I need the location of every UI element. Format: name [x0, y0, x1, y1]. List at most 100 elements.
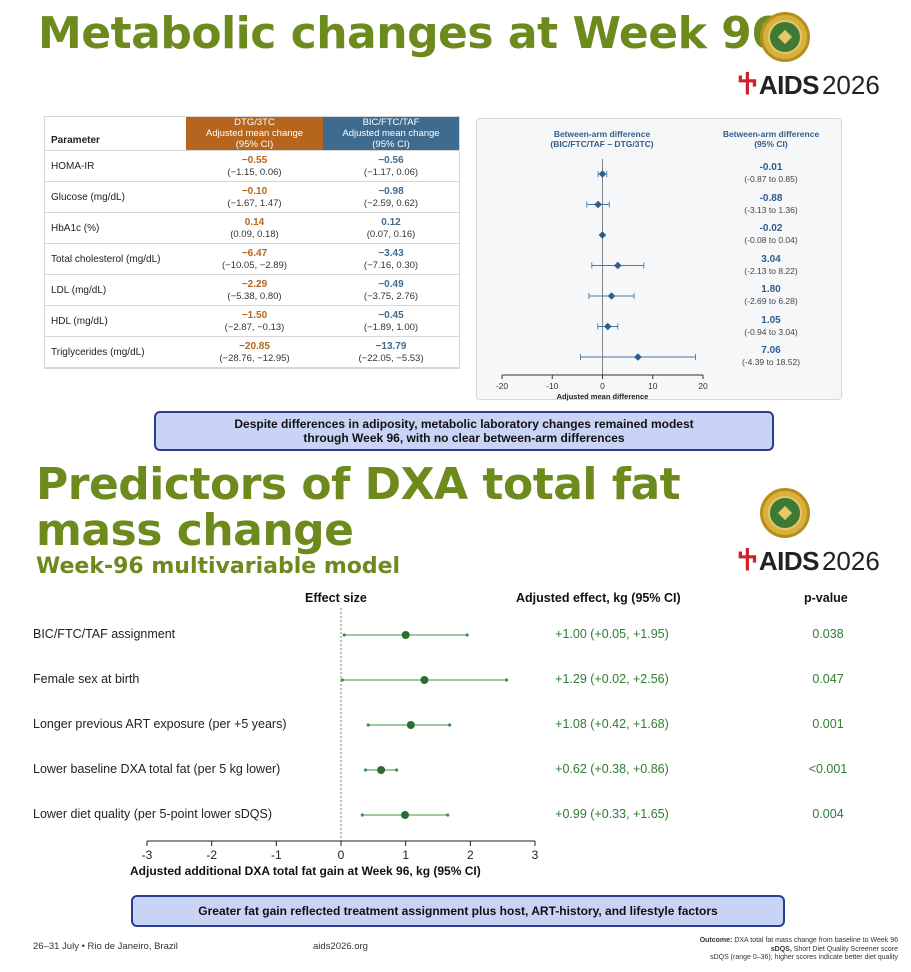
footer-site[interactable]: aids2026.org — [313, 941, 368, 952]
head-effect-size: Effect size — [305, 591, 367, 605]
predictor-p-value: <0.001 — [808, 762, 848, 776]
forest2-ci-end — [340, 678, 344, 682]
row-dtg: −0.55 (−1.15, 0.06) — [186, 150, 323, 182]
row-dtg: 0.14 (0.09, 0.18) — [186, 212, 323, 244]
forest2-tick-label: -2 — [206, 848, 217, 862]
forest2-ci-end — [504, 678, 509, 682]
forest1-value-cell: 3.04 (-2.13 to 8.22) — [744, 253, 798, 276]
forest2-ci-end — [448, 723, 452, 727]
row-dtg: −1.50 (−2.87, −0.13) — [186, 305, 323, 337]
head-p-value: p-value — [804, 591, 848, 605]
red-ribbon-icon-2: Ⴕ — [738, 546, 757, 576]
forest2-ci-end — [446, 813, 450, 817]
forest-head-right: Between-arm difference (95% CI) — [722, 129, 820, 149]
forest1-svg: -20 -10 0 10 20 Adjusted mean difference — [496, 159, 708, 401]
forest2-point — [401, 631, 410, 639]
row-dtg: −2.29 (−5.38, 0.80) — [186, 274, 323, 306]
predictor-p-value: 0.001 — [812, 717, 844, 731]
predictor-effect: +1.08 (+0.42, +1.68) — [555, 717, 669, 731]
row-parameter: Total cholesterol (mg/dL) — [45, 243, 186, 275]
forest1-point — [598, 170, 607, 178]
slide2-callout: Greater fat gain reflected treatment ass… — [131, 895, 785, 927]
logo-year: 2026 — [821, 70, 880, 100]
forest2-ci-end — [366, 723, 370, 727]
predictor-label: Longer previous ART exposure (per +5 yea… — [33, 717, 287, 731]
footer-dates: 26–31 July • Rio de Janeiro, Brazil — [33, 941, 178, 952]
row-bic: 0.12 (0.07, 0.16) — [323, 212, 459, 244]
predictor-label: BIC/FTC/TAF assignment — [33, 627, 176, 641]
table-row: Glucose (mg/dL) −0.10 (−1.67, 1.47) −0.98 (−… — [45, 181, 459, 213]
forest2-tick-label: -3 — [142, 848, 153, 862]
forest2-xlabel: Adjusted additional DXA total fat gain a… — [130, 864, 481, 878]
forest2-tick-label: 3 — [532, 848, 539, 862]
forest1-point — [634, 353, 642, 361]
between-arm-forest-plot: Between-arm difference (BIC/FTC/TAF – DT… — [476, 118, 842, 401]
row-bic: −0.56 (−1.17, 0.06) — [323, 150, 459, 182]
predictor-label: Lower diet quality (per 5-point lower sD… — [33, 807, 272, 821]
forest2-point — [420, 676, 429, 684]
logo-brand: AIDS — [758, 70, 820, 100]
forest1-value-cell: -0.01 (-0.87 to 0.85) — [744, 162, 798, 184]
red-ribbon-icon: Ⴕ — [738, 70, 757, 100]
forest2-ci-end — [395, 768, 399, 772]
forest1-value-cell: 1.80 (-2.69 to 6.28) — [744, 284, 798, 306]
table-row: HDL (mg/dL) −1.50 (−2.87, −0.13) −0.45 (−1.8… — [45, 305, 459, 337]
predictor-label: Lower baseline DXA total fat (per 5 kg l… — [33, 762, 281, 776]
aids-logo-2: Ⴕ AIDS 2026 — [738, 546, 880, 577]
aids-logo: Ⴕ AIDS 2026 — [738, 70, 880, 101]
predictor-effect: +1.00 (+0.05, +1.95) — [555, 627, 669, 641]
row-dtg: −6.47 (−10.05, −2.89) — [186, 243, 323, 275]
conference-seal-icon-2 — [760, 488, 810, 538]
forest1-xlabel: Adjusted mean difference — [557, 392, 649, 401]
forest2-point — [401, 811, 410, 819]
row-parameter: LDL (mg/dL) — [45, 274, 186, 306]
predictor-effect: +0.62 (+0.38, +0.86) — [555, 762, 669, 776]
forest1-tick-label: 10 — [648, 381, 658, 391]
forest1-value-cell: -0.88 (-3.13 to 1.36) — [744, 192, 798, 215]
row-parameter: HbA1c (%) — [45, 212, 186, 244]
forest2-point — [377, 766, 386, 774]
header-parameter: Parameter — [45, 117, 186, 151]
slide2-subtitle: Week-96 multivariable model — [36, 554, 401, 579]
forest2-ci-end — [363, 768, 368, 772]
predictor-effect: +1.29 (+0.02, +2.56) — [555, 672, 669, 686]
forest2-tick-label: -1 — [271, 848, 282, 862]
forest2-ci-end — [360, 813, 364, 817]
forest2-ci-end — [342, 633, 346, 637]
predictor-p-value: 0.038 — [812, 627, 844, 641]
conference-seal-icon — [760, 12, 810, 62]
slide1-callout: Despite differences in adiposity, metabo… — [154, 411, 774, 451]
forest1-value-cell: 7.06 (-4.39 to 18.52) — [741, 345, 801, 367]
table-row: HbA1c (%) 0.14 (0.09, 0.18) 0.12 (0.07, 0.16… — [45, 212, 459, 244]
forest2-tick-label: 0 — [338, 848, 345, 862]
row-bic: −13.79 (−22.05, −5.53) — [323, 336, 459, 368]
table-row: Triglycerides (mg/dL) −20.85 (−28.76, −12.… — [45, 336, 459, 368]
predictor-effect: +0.99 (+0.33, +1.65) — [555, 807, 669, 821]
row-bic: −0.98 (−2.59, 0.62) — [323, 181, 459, 213]
forest2-tick-label: 2 — [467, 848, 474, 862]
table-row: LDL (mg/dL) −2.29 (−5.38, 0.80) −0.49 (−3.75… — [45, 274, 459, 306]
forest1-point — [598, 231, 607, 239]
row-bic: −0.45 (−1.89, 1.00) — [323, 305, 459, 337]
forest2-ci-end — [465, 633, 469, 637]
row-dtg: −0.10 (−1.67, 1.47) — [186, 181, 323, 213]
forest-head-left: Between-arm difference (BIC/FTC/TAF – DT… — [550, 129, 654, 149]
row-dtg: −20.85 (−28.76, −12.95) — [186, 336, 323, 368]
row-bic: −3.43 (−7.16, 0.30) — [323, 243, 459, 275]
header-bic: BIC/FTC/TAF Adjusted mean change (95% CI… — [323, 117, 459, 151]
predictor-p-value: 0.004 — [812, 807, 844, 821]
logo-year-2: 2026 — [821, 546, 880, 576]
forest1-tick-label: 0 — [600, 381, 605, 391]
logo-brand-2: AIDS — [758, 546, 820, 576]
footnote: Outcome: DXA total fat mass change from … — [699, 937, 898, 961]
forest1-value-cell: 1.05 (-0.94 to 3.04) — [744, 314, 798, 337]
forest1-point — [607, 292, 616, 300]
row-parameter: Glucose (mg/dL) — [45, 181, 186, 213]
predictor-p-value: 0.047 — [812, 672, 844, 686]
forest1-tick-label: -20 — [496, 381, 509, 391]
table-row: HOMA-IR −0.55 (−1.15, 0.06) −0.56 (−1.17, 0.… — [45, 150, 459, 182]
row-parameter: Triglycerides (mg/dL) — [45, 336, 186, 368]
forest1-value-cell: -0.02 (-0.08 to 0.04) — [744, 223, 798, 245]
forest2-tick-label: 1 — [402, 848, 409, 862]
